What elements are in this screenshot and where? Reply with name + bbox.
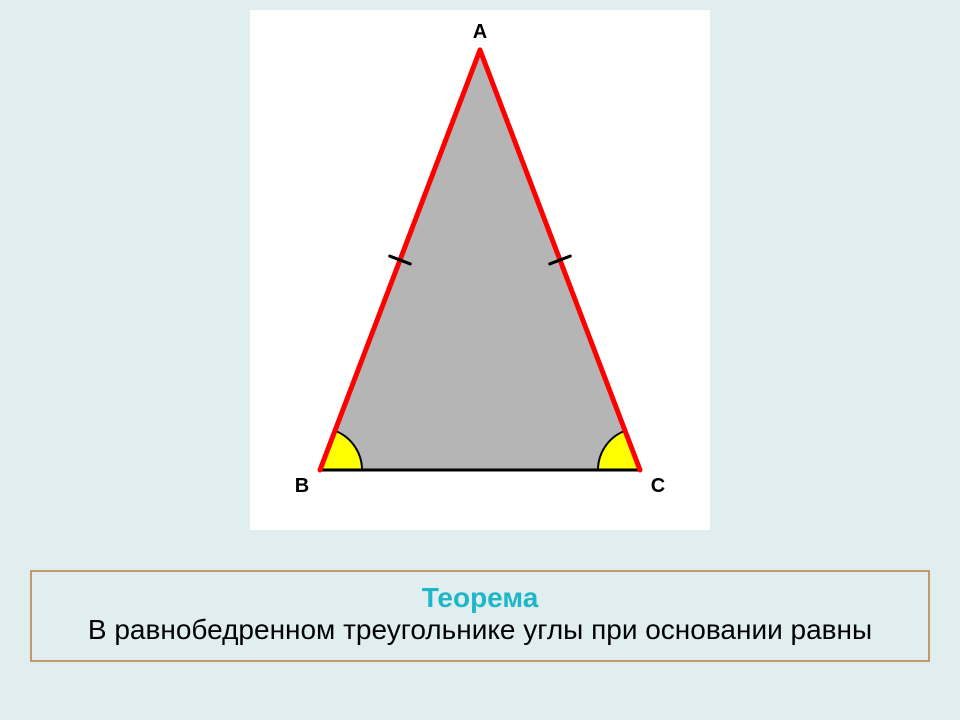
theorem-box: Теорема В равнобедренном треугольнике уг… — [30, 570, 930, 662]
figure-container: A B C — [0, 10, 960, 530]
vertex-label-a: A — [473, 21, 487, 43]
vertex-label-b: B — [295, 475, 309, 497]
theorem-title: Теорема — [50, 582, 910, 614]
theorem-body: В равнобедренном треугольнике углы при о… — [50, 614, 910, 646]
triangle-figure: A B C — [250, 10, 710, 530]
vertex-label-c: C — [651, 475, 665, 497]
slide-stage: A B C Теорема В равнобедренном треугольник… — [0, 0, 960, 720]
